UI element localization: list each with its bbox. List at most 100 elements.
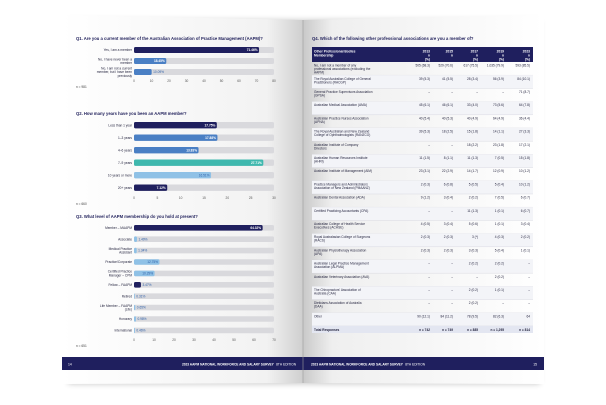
- category-label: Yes, I am a member: [104, 48, 133, 52]
- table-cell: 2 (0.2): [495, 275, 504, 279]
- table-cell: 1 (0.1): [521, 248, 530, 252]
- data-label: 12.75%: [147, 260, 158, 264]
- bar-track: [134, 293, 274, 299]
- table-cell: –: [451, 209, 453, 213]
- data-label: 1.49%: [138, 237, 147, 241]
- total-cell: n = 814: [519, 328, 530, 332]
- bar: [134, 147, 199, 154]
- data-label: 0.46%: [136, 329, 145, 333]
- left-page: Q1. Are you a current member of the Aust…: [62, 15, 303, 384]
- table-cell: –: [502, 90, 504, 94]
- table-cell: 22 (2.9): [442, 169, 453, 173]
- column-header: 2015 n: [446, 50, 454, 58]
- total-cell: n = 749: [442, 328, 453, 332]
- x-tick-label: 20: [226, 196, 230, 200]
- bar: [134, 58, 167, 64]
- table-title: Q4. Which of the following other profess…: [312, 36, 474, 41]
- bar: [134, 259, 160, 265]
- data-label: 7.12%: [157, 186, 166, 190]
- chart-title: Q2. How many years have you been an AAPM…: [76, 111, 187, 116]
- data-label: 17.88%: [205, 136, 216, 140]
- x-tick-label: 40: [202, 79, 206, 83]
- x-tick-label: 10: [150, 79, 154, 83]
- left-footer-title: 2023 AAPM NATIONAL WORKFORCE AND SALARY …: [182, 363, 297, 367]
- chart-q1: Q1. Are you a current member of the Aust…: [76, 36, 276, 89]
- bar: [134, 293, 135, 299]
- table-cell: –: [428, 209, 430, 213]
- data-label: 64.32%: [250, 226, 261, 230]
- table-cell: 15 (1.8): [519, 156, 530, 160]
- table-cell: 6 (0.7): [521, 209, 530, 213]
- table-cell: 12 (0.9): [493, 169, 504, 173]
- chart-q3: Q3. What level of AAPM membership do you…: [76, 214, 276, 348]
- right-footer-band: [303, 357, 544, 370]
- category-label: Life Member – FAAPM (Life): [100, 304, 132, 312]
- table-cell: 5 (0.4): [495, 182, 504, 186]
- total-cell: n = 1,295: [490, 328, 504, 332]
- right-page-number: 15: [533, 363, 537, 367]
- table-cell: 5 (0.5): [469, 182, 478, 186]
- table-cell: 2 (0.3): [444, 248, 453, 252]
- table-cell: –: [451, 288, 453, 292]
- table-cell: 46 (6.1): [442, 103, 453, 107]
- chart-title: Q1. Are you a current member of the Aust…: [76, 36, 263, 41]
- row-label: The Royal Australian and New Zealand Coll…: [314, 130, 370, 138]
- data-label: 17.75%: [205, 123, 216, 127]
- bar: [134, 316, 136, 322]
- bar-track: [134, 327, 274, 334]
- row-label: Royal Australasian College of Surgeons (R…: [314, 235, 371, 243]
- x-tick-label: 30: [272, 196, 276, 200]
- table-row-shade: [312, 154, 533, 168]
- column-header: 2023 n (%): [523, 50, 531, 62]
- table-cell: 40 (5.4): [419, 116, 430, 120]
- table-cell: 2 (0.2): [469, 301, 478, 305]
- x-tick-label: 70: [255, 79, 259, 83]
- table-cell: –: [476, 90, 478, 94]
- table-cell: 23 (3.1): [419, 169, 430, 173]
- left-footer-title-edition: 8TH EDITION: [276, 363, 297, 367]
- table-cell: 41 (5.5): [442, 77, 453, 81]
- data-label: 18.45%: [154, 59, 165, 63]
- table-cell: 18 (2.2): [467, 143, 478, 147]
- category-label: Associate: [118, 237, 132, 241]
- x-tick-label: 20: [172, 338, 176, 342]
- table-cell: 593 (85.5): [515, 64, 530, 68]
- table-cell: 64 (7.8): [519, 103, 530, 107]
- table-cell: 90 (12.1): [417, 314, 430, 318]
- table-cell: 84 (11.2): [440, 314, 453, 318]
- table-row-shade: [312, 128, 533, 142]
- bar-track: [134, 69, 274, 75]
- bar: [134, 327, 135, 334]
- table-cell: 2 (0.3): [421, 182, 430, 186]
- category-label: International: [114, 329, 132, 333]
- x-tick-label: 20: [167, 79, 171, 83]
- table-cell: 71 (8.7): [519, 90, 530, 94]
- data-label: 1.34%: [138, 249, 147, 253]
- category-label: No, I am not a current member, but I have…: [97, 67, 133, 78]
- bar-track: [134, 282, 274, 288]
- data-label: 0.65%: [137, 306, 146, 310]
- right-footer-title-main: 2023 AAPM NATIONAL WORKFORCE AND SALARY …: [311, 363, 404, 367]
- left-footer-title-main: 2023 AAPM NATIONAL WORKFORCE AND SALARY …: [182, 363, 275, 367]
- column-header: 2013 n (%): [423, 50, 431, 62]
- category-label: Less than 1 year: [108, 123, 133, 127]
- table-cell: 45 (6.1): [419, 103, 430, 107]
- x-tick-label: 60: [237, 79, 241, 83]
- row-label: Australian Human Resources Institute (AHR…: [314, 156, 368, 164]
- right-footer-title-edition: 8TH EDITION: [405, 363, 426, 367]
- table-cell: 39 (5.3): [419, 77, 430, 81]
- table-cell: 73 (5.6): [493, 103, 504, 107]
- x-tick-label: 25: [249, 196, 253, 200]
- row-label: Australian Institute of Company Directors: [314, 143, 359, 151]
- table-cell: 40 (5.3): [442, 116, 453, 120]
- table-cell: –: [528, 262, 530, 266]
- bar: [134, 159, 264, 166]
- table-cell: 2 (0.3): [421, 248, 430, 252]
- data-label: 71.46%: [247, 48, 258, 52]
- category-label: Honorary: [119, 317, 133, 321]
- bar: [134, 172, 212, 179]
- category-label: Medical Practice Assistant: [109, 247, 133, 255]
- x-tick-label: 15: [202, 196, 206, 200]
- sample-size-note: n = 660: [76, 202, 87, 206]
